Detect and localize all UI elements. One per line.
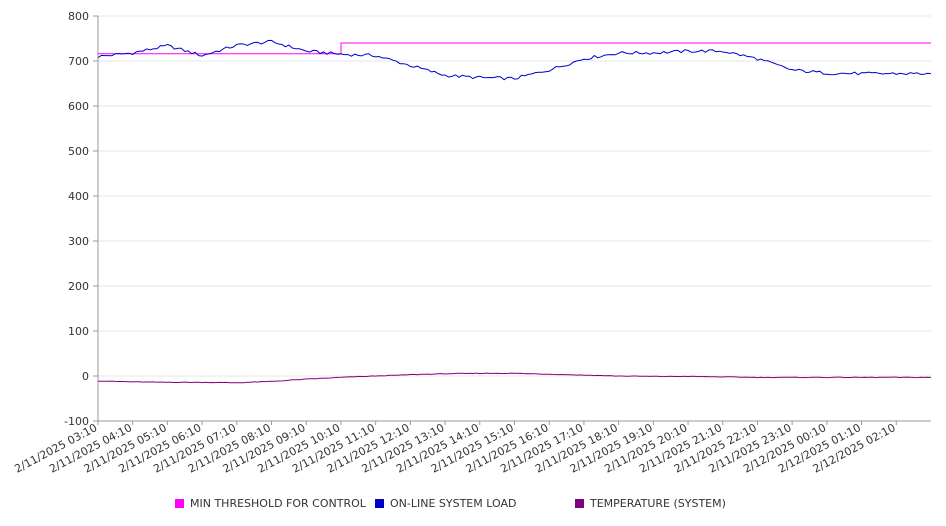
y-tick-label: 500 (68, 145, 89, 158)
y-tick-label: 300 (68, 235, 89, 248)
x-axis-ticks: 2/11/2025 03:102/11/2025 04:102/11/2025 … (12, 421, 897, 475)
y-tick-label: 100 (68, 325, 89, 338)
legend-label: ON-LINE SYSTEM LOAD (390, 497, 517, 510)
grid-lines (98, 15, 931, 422)
legend-swatch (375, 499, 384, 508)
y-tick-label: 600 (68, 100, 89, 113)
legend: MIN THRESHOLD FOR CONTROL ON-LINE SYSTEM… (0, 497, 946, 515)
y-tick-label: 400 (68, 190, 89, 203)
legend-label: MIN THRESHOLD FOR CONTROL (190, 497, 366, 510)
legend-swatch (175, 499, 184, 508)
axes (93, 15, 931, 425)
y-axis-ticks: -100 0 100 200 300 400 500 600 700 800 (64, 10, 89, 428)
y-tick-label: -100 (64, 415, 89, 428)
series-lines (97, 39, 932, 384)
series-line-system-load (97, 39, 932, 81)
legend-item-temperature[interactable]: TEMPERATURE (SYSTEM) (575, 497, 726, 510)
legend-swatch (575, 499, 584, 508)
legend-item-min-threshold[interactable]: MIN THRESHOLD FOR CONTROL (175, 497, 366, 510)
y-tick-label: 200 (68, 280, 89, 293)
legend-item-system-load[interactable]: ON-LINE SYSTEM LOAD (375, 497, 516, 510)
y-tick-label: 0 (82, 370, 89, 383)
series-line-temperature (97, 372, 932, 384)
y-tick-label: 700 (68, 55, 89, 68)
y-tick-label: 800 (68, 10, 89, 23)
series-line-min-threshold (98, 42, 931, 55)
legend-label: TEMPERATURE (SYSTEM) (590, 497, 726, 510)
